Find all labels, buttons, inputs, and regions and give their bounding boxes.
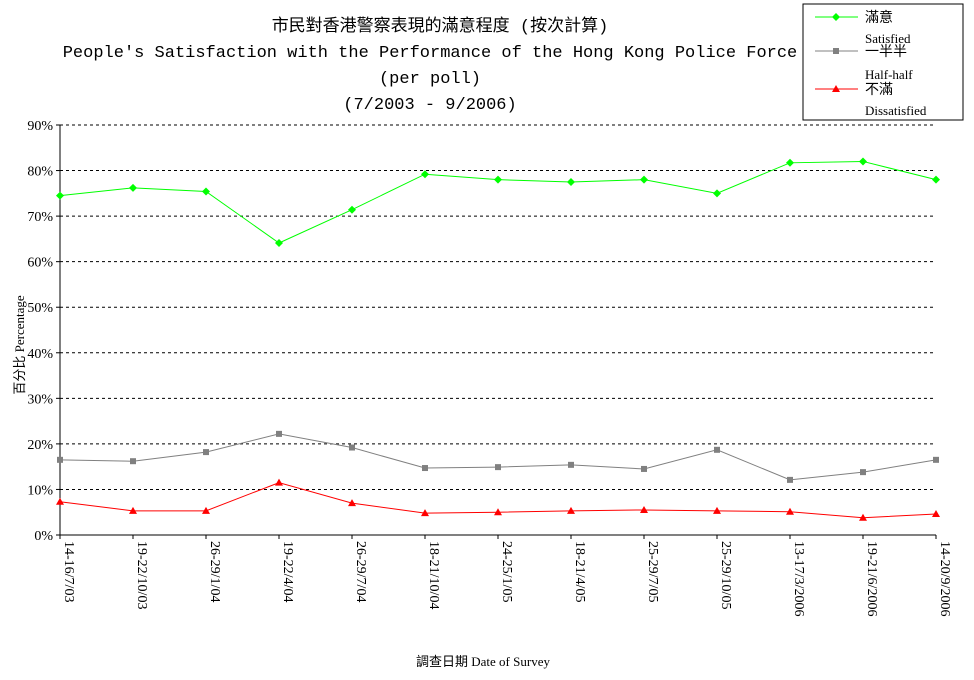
x-tick-label: 19-22/10/03	[134, 541, 149, 609]
data-point-satisfied	[275, 238, 283, 247]
y-tick-labels: 0% 10% 20% 30% 40% 50% 60% 70% 80% 90%	[27, 119, 60, 544]
data-point-dissatisfied	[786, 507, 794, 515]
legend-marker-satisfied	[832, 13, 840, 21]
data-point-dissatisfied	[56, 497, 64, 505]
legend-label-en-dissatisfied: Dissatisfied	[865, 103, 927, 118]
x-axis-title: 調查日期 Date of Survey	[416, 654, 550, 669]
legend-label-half-half: 一半半	[865, 44, 907, 60]
data-point-dissatisfied	[567, 506, 575, 514]
data-point-dissatisfied	[421, 509, 429, 517]
x-tick-label: 24-25/1/05	[499, 541, 514, 602]
grid-lines	[60, 124, 936, 490]
legend-label-satisfied: 滿意	[865, 9, 893, 26]
data-point-dissatisfied	[713, 506, 721, 514]
x-tick-label: 25-29/7/05	[645, 541, 660, 602]
y-tick-label: 10%	[27, 483, 53, 498]
data-point-half-half	[276, 430, 282, 437]
x-tick-label: 25-29/10/05	[718, 541, 733, 609]
data-point-satisfied	[859, 157, 867, 166]
series-line-half-half	[59, 433, 937, 481]
data-point-dissatisfied	[202, 506, 210, 514]
chart-subtitle-3: (7/2003 - 9/2006)	[343, 96, 516, 115]
data-point-half-half	[787, 476, 793, 483]
x-tick-label: 18-21/4/05	[572, 541, 587, 602]
chart-subtitle-2: (per poll)	[379, 70, 481, 89]
chart-subtitle-1: People's Satisfaction with the Performan…	[63, 44, 798, 63]
y-axis-title: 百分比 Percentage	[12, 295, 27, 395]
x-tick-label: 26-29/7/04	[353, 541, 368, 602]
legend-label-en-satisfied: Satisfied	[865, 31, 911, 46]
x-tick-label: 19-22/4/04	[280, 541, 295, 602]
data-point-dissatisfied	[348, 499, 356, 507]
legend-marker-half-half	[833, 48, 839, 54]
y-tick-label: 70%	[27, 210, 53, 225]
data-point-dissatisfied	[494, 508, 502, 516]
series-line-satisfied	[59, 160, 937, 244]
y-tick-label: 90%	[27, 119, 53, 134]
data-point-satisfied	[129, 183, 137, 192]
legend-label-dissatisfied: 不滿	[865, 82, 893, 98]
data-point-satisfied	[56, 191, 64, 200]
x-tick-label: 13-17/3/2006	[791, 541, 806, 616]
data-point-half-half	[130, 458, 136, 465]
y-tick-label: 20%	[27, 438, 53, 453]
chart-title: 市民對香港警察表現的滿意程度 (按次計算)	[272, 16, 609, 37]
data-point-dissatisfied	[859, 513, 867, 521]
y-tick-label: 50%	[27, 301, 53, 316]
data-point-dissatisfied	[640, 505, 648, 513]
legend-label-en-half-half: Half-half	[865, 67, 913, 82]
x-tick-label: 14-20/9/2006	[937, 541, 952, 616]
data-point-satisfied	[421, 170, 429, 179]
data-point-satisfied	[786, 158, 794, 167]
series-satisfied	[56, 157, 940, 247]
data-point-satisfied	[640, 175, 648, 184]
series-half-half	[57, 430, 939, 483]
data-point-half-half	[57, 456, 63, 463]
x-tick-label: 19-21/6/2006	[864, 541, 879, 616]
legend-box	[802, 3, 964, 121]
data-point-half-half	[495, 464, 501, 471]
data-point-half-half	[349, 444, 355, 451]
data-point-satisfied	[348, 205, 356, 214]
data-point-dissatisfied	[275, 478, 283, 486]
x-tick-labels: 14-16/7/03 19-22/10/03 26-29/1/04 19-22/4/0…	[59, 535, 952, 616]
data-point-half-half	[568, 461, 574, 468]
y-tick-label: 40%	[27, 347, 53, 362]
data-point-half-half	[203, 449, 209, 456]
y-tick-label: 60%	[27, 256, 53, 271]
series-dissatisfied	[56, 478, 940, 521]
data-point-satisfied	[202, 187, 210, 196]
data-point-half-half	[422, 465, 428, 472]
legend-marker-dissatisfied	[832, 85, 840, 92]
data-point-satisfied	[567, 177, 575, 186]
data-point-dissatisfied	[129, 506, 137, 514]
y-tick-label: 30%	[27, 392, 53, 407]
y-tick-label: 80%	[27, 165, 53, 180]
data-point-half-half	[714, 446, 720, 453]
series-lines	[56, 157, 940, 521]
data-point-satisfied	[932, 175, 940, 184]
data-point-dissatisfied	[932, 510, 940, 518]
x-tick-label: 18-21/10/04	[426, 541, 441, 609]
y-tick-label: 0%	[34, 529, 53, 544]
axes	[59, 125, 936, 536]
data-point-half-half	[641, 465, 647, 472]
data-point-satisfied	[713, 189, 721, 198]
data-point-half-half	[860, 469, 866, 476]
x-tick-label: 14-16/7/03	[61, 541, 76, 602]
data-point-satisfied	[494, 175, 502, 184]
data-point-half-half	[933, 456, 939, 463]
x-tick-label: 26-29/1/04	[207, 541, 222, 602]
